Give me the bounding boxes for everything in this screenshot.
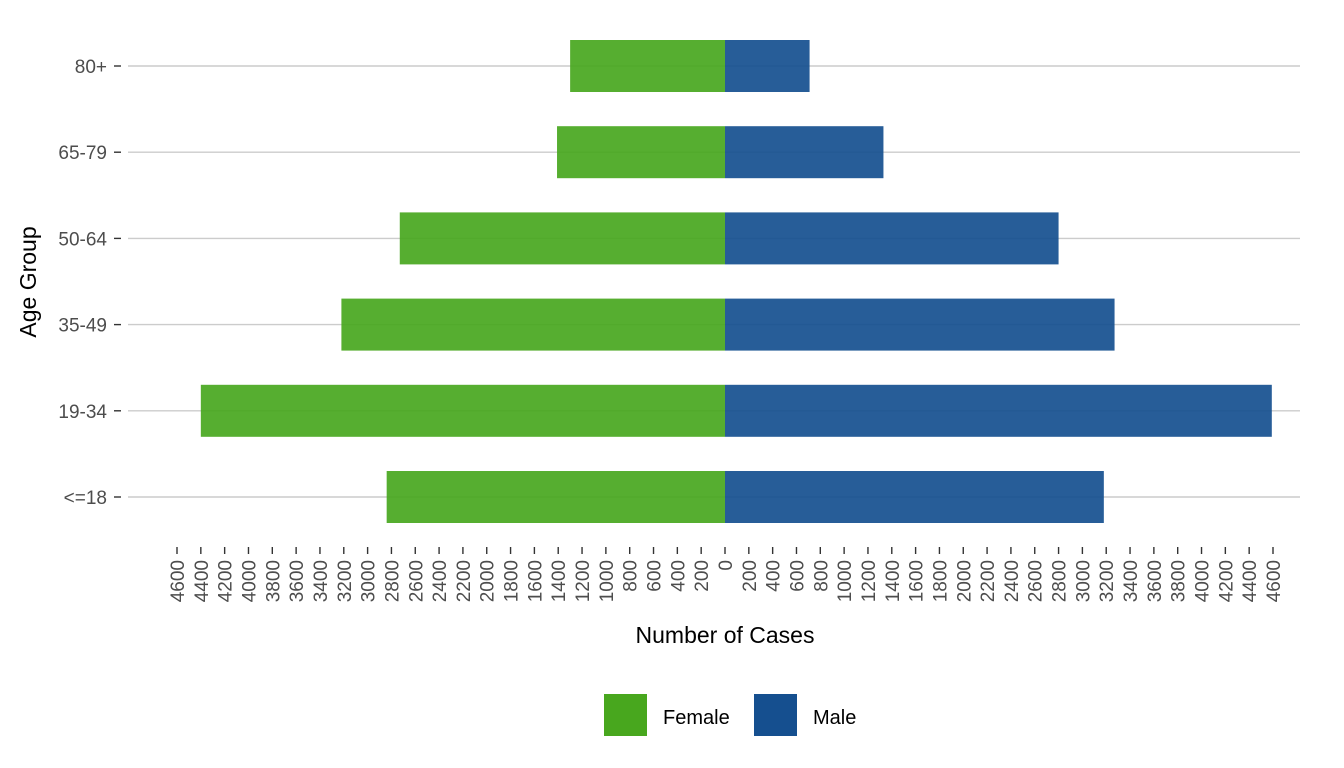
x-tick-label: 3200 <box>335 560 356 602</box>
bar-female-1 <box>200 384 726 437</box>
y-tick-label: <=18 <box>64 488 107 509</box>
x-tick-label: 2400 <box>1002 560 1023 602</box>
x-tick-label: 400 <box>764 560 785 592</box>
x-tick-label: 1600 <box>525 560 546 602</box>
x-tick-label: 2600 <box>406 560 427 602</box>
x-tick-label: 3800 <box>1169 560 1190 602</box>
x-tick-label: 4000 <box>239 560 260 602</box>
x-tick-label: 4200 <box>1216 560 1237 602</box>
bar-male-2 <box>725 298 1115 351</box>
x-tick-label: 800 <box>621 560 642 592</box>
x-tick-label: 1200 <box>573 560 594 602</box>
x-tick-label: 3200 <box>1097 560 1118 602</box>
x-tick-label: 400 <box>668 560 689 592</box>
x-tick-label: 1000 <box>597 560 618 602</box>
bars <box>200 40 1272 523</box>
y-tick-label: 19-34 <box>58 402 107 423</box>
bar-female-4 <box>557 126 725 179</box>
x-tick-label: 3000 <box>1073 560 1094 602</box>
x-tick-label: 1800 <box>502 560 523 602</box>
x-tick-label: 4200 <box>216 560 237 602</box>
x-tick-label: 1400 <box>549 560 570 602</box>
bar-female-2 <box>341 298 725 351</box>
y-tick-label: 50-64 <box>58 229 107 250</box>
x-tick-label: 2800 <box>1050 560 1071 602</box>
bar-male-5 <box>725 40 810 92</box>
bar-female-0 <box>386 471 725 523</box>
bar-male-1 <box>725 384 1272 437</box>
x-tick-label: 1600 <box>907 560 928 602</box>
x-tick-label: 600 <box>787 560 808 592</box>
bar-female-5 <box>570 40 725 92</box>
y-axis: <=18 19-34 35-49 50-64 65-79 80+ <box>58 57 121 509</box>
x-tick-label: 2800 <box>382 560 403 602</box>
x-tick-label: 4000 <box>1193 560 1214 602</box>
x-tick-label: 200 <box>740 560 761 592</box>
y-axis-title: Age Group <box>15 226 41 337</box>
x-tick-label: 4600 <box>168 560 189 602</box>
legend-label-female: Female <box>663 707 730 729</box>
x-tick-label: 2200 <box>978 560 999 602</box>
x-tick-label: 2000 <box>478 560 499 602</box>
x-tick-label: 4400 <box>1240 560 1261 602</box>
x-tick-label: 1800 <box>930 560 951 602</box>
y-tick-label: 80+ <box>75 57 107 78</box>
legend-swatch-male <box>754 694 797 736</box>
x-tick-label: 3400 <box>311 560 332 602</box>
x-tick-label: 3000 <box>359 560 380 602</box>
x-axis: 4600 4400 4200 4000 3800 3600 3400 3200 3000 2800… <box>168 547 1285 602</box>
x-tick-label: 3400 <box>1121 560 1142 602</box>
x-axis-title: Number of Cases <box>636 622 815 648</box>
x-tick-label: 3800 <box>263 560 284 602</box>
x-tick-label: 200 <box>692 560 713 592</box>
bar-female-3 <box>399 212 725 265</box>
x-tick-label: 2000 <box>954 560 975 602</box>
x-tick-label: 3600 <box>1145 560 1166 602</box>
bar-male-3 <box>725 212 1059 265</box>
x-tick-label: 600 <box>645 560 666 592</box>
x-tick-label: 4600 <box>1264 560 1285 602</box>
y-tick-label: 35-49 <box>58 316 107 337</box>
legend: Female Male <box>604 694 856 736</box>
x-tick-label: 2200 <box>454 560 475 602</box>
x-tick-label: 3600 <box>287 560 308 602</box>
x-tick-label: 2400 <box>430 560 451 602</box>
x-tick-label: 4400 <box>192 560 213 602</box>
x-tick-label: 1400 <box>883 560 904 602</box>
bar-male-4 <box>725 126 884 179</box>
legend-label-male: Male <box>813 707 856 729</box>
x-tick-label: 800 <box>811 560 832 592</box>
x-tick-label: 2600 <box>1026 560 1047 602</box>
x-tick-label: 1000 <box>835 560 856 602</box>
legend-swatch-female <box>604 694 647 736</box>
y-tick-label: 65-79 <box>58 143 107 164</box>
bar-male-0 <box>725 471 1104 523</box>
x-tick-label: 0 <box>716 560 737 571</box>
x-tick-label: 1200 <box>859 560 880 602</box>
